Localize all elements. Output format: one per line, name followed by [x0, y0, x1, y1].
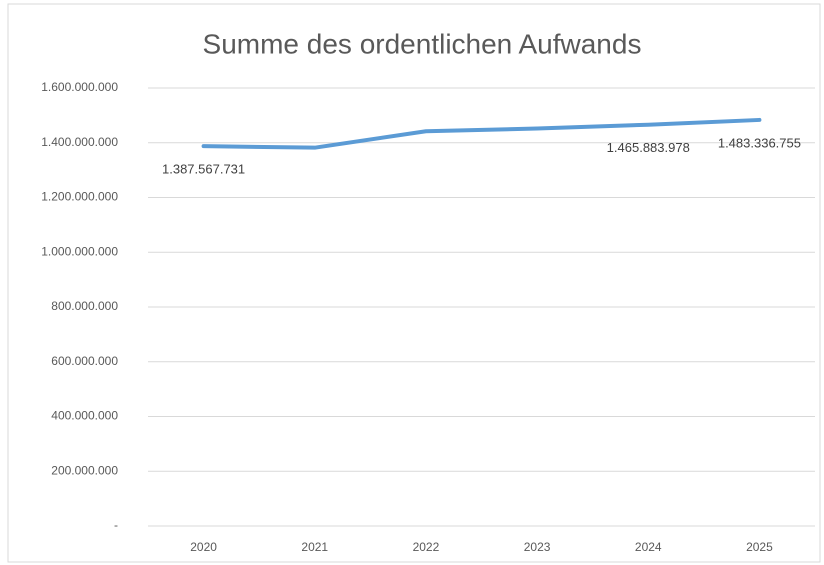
- line-series: [201, 117, 762, 150]
- y-tick-label: 1.000.000.000: [41, 244, 118, 258]
- data-label: 1.483.336.755: [718, 135, 801, 150]
- y-tick-label: 400.000.000: [51, 409, 118, 423]
- y-tick-label: 800.000.000: [51, 299, 118, 313]
- chart-title: Summe des ordentlichen Aufwands: [203, 28, 642, 59]
- y-tick-label: 1.600.000.000: [41, 80, 118, 94]
- y-tick-label: 1.400.000.000: [41, 135, 118, 149]
- data-label: 1.465.883.978: [607, 140, 690, 155]
- y-tick-label: 1.200.000.000: [41, 190, 118, 204]
- y-tick-label: -: [114, 518, 118, 532]
- x-tick-label: 2022: [413, 540, 440, 554]
- chart-frame: [7, 3, 821, 563]
- y-tick-label: 200.000.000: [51, 463, 118, 477]
- x-tick-label: 2023: [524, 540, 551, 554]
- x-tick-label: 2021: [301, 540, 328, 554]
- data-label: 1.387.567.731: [162, 162, 245, 177]
- x-tick-label: 2025: [746, 540, 773, 554]
- y-tick-label: 600.000.000: [51, 354, 118, 368]
- x-tick-label: 2020: [190, 540, 217, 554]
- x-tick-label: 2024: [635, 540, 662, 554]
